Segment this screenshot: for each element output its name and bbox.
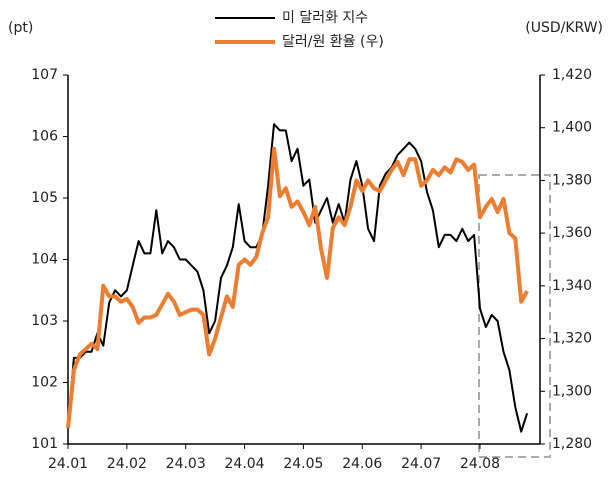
- x-tick-label: 24.07: [401, 456, 441, 472]
- y2-tick-label: 1,400: [552, 120, 592, 136]
- highlight-box: [478, 174, 551, 458]
- y-axis-label: (pt): [8, 20, 33, 36]
- y-tick-label: 101: [31, 436, 58, 452]
- series-line: [66, 146, 529, 429]
- legend-label: 달러/원 환율 (우): [282, 34, 384, 50]
- legend-label: 미 달러화 지수: [282, 10, 368, 26]
- y2-tick-label: 1,420: [552, 67, 592, 83]
- y-tick-label: 105: [31, 190, 58, 206]
- y2-tick-label: 1,380: [552, 172, 592, 188]
- x-tick-label: 24.01: [48, 456, 88, 472]
- y-tick-label: 103: [31, 313, 58, 329]
- y2-tick-label: 1,360: [552, 225, 592, 241]
- y-tick-label: 106: [31, 129, 58, 145]
- y2-axis-label: (USD/KRW): [525, 20, 603, 36]
- y2-tick-label: 1,300: [552, 383, 592, 399]
- y2-tick-label: 1,320: [552, 331, 592, 347]
- x-tick-label: 24.02: [107, 456, 147, 472]
- y-tick-label: 107: [31, 67, 58, 83]
- x-tick-label: 24.08: [460, 456, 500, 472]
- series-line: [67, 123, 529, 433]
- x-tick-label: 24.06: [342, 456, 382, 472]
- y2-tick-label: 1,340: [552, 278, 592, 294]
- x-tick-label: 24.05: [283, 456, 323, 472]
- y-tick-label: 104: [31, 252, 58, 268]
- x-tick-label: 24.04: [225, 456, 265, 472]
- y2-tick-label: 1,280: [552, 436, 592, 452]
- y-tick-label: 102: [31, 375, 58, 391]
- x-tick-label: 24.03: [166, 456, 206, 472]
